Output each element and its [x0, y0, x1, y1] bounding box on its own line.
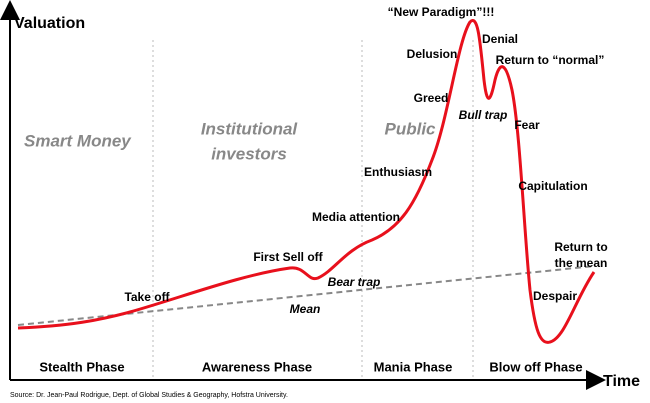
source: Source: Dr. Jean-Paul Rodrigue, Dept. of…	[10, 392, 288, 399]
annotation: Fear	[514, 118, 540, 132]
phase-label: Mania Phase	[374, 359, 453, 374]
separators	[152, 40, 474, 378]
annotation: “New Paradigm”!!!	[388, 5, 495, 19]
annotation: Despair	[533, 289, 577, 303]
annotation: Return to “normal”	[496, 53, 605, 67]
annotation: the mean	[555, 256, 608, 270]
annotation: First Sell off	[253, 250, 323, 264]
annotation: Capitulation	[518, 179, 587, 193]
annotation: Greed	[414, 91, 449, 105]
x-axis-label: Time	[603, 373, 640, 390]
annotation: Bear trap	[328, 275, 381, 289]
title: Valuation	[14, 15, 85, 32]
group-label: Public	[384, 119, 436, 138]
group-label: Institutional	[201, 119, 299, 138]
annotation: Enthusiasm	[364, 165, 432, 179]
phase-label: Stealth Phase	[39, 359, 124, 374]
annotation: Delusion	[407, 47, 458, 61]
annotation: Mean	[290, 302, 321, 316]
annotation: Take off	[124, 290, 170, 304]
annotation: Bull trap	[459, 108, 508, 122]
bubble-curve	[17, 19, 596, 344]
annotation: Return to	[554, 240, 607, 254]
annotations: “New Paradigm”!!! Delusion Denial Return…	[124, 5, 607, 316]
mean-line	[17, 265, 596, 326]
group-label: investors	[211, 144, 287, 163]
annotation: Denial	[482, 32, 518, 46]
phase-label: Awareness Phase	[202, 359, 312, 374]
group-label: Smart Money	[24, 131, 132, 150]
annotation: Media attention	[312, 210, 400, 224]
phase-label: Blow off Phase	[489, 359, 582, 374]
